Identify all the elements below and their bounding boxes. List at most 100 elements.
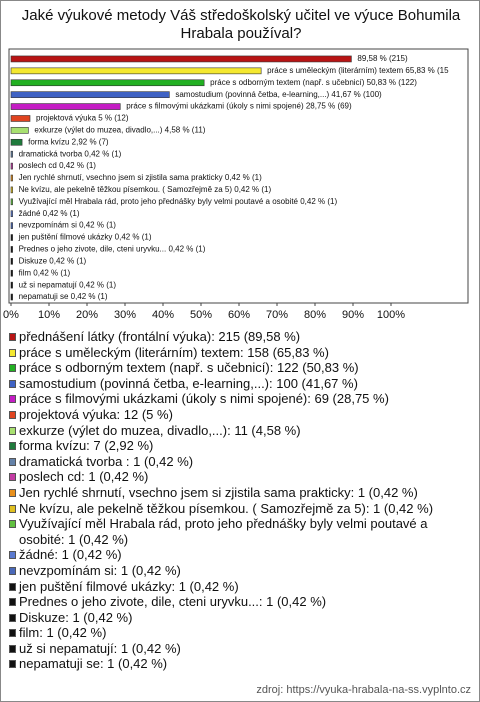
- legend-item: jen puštění filmové ukázky: 1 (0,42 %): [9, 579, 475, 595]
- bar-label: 89,58 % (215): [357, 54, 408, 63]
- legend-label: projektová výuka: 12 (5 %): [19, 406, 173, 422]
- legend-swatch: [9, 660, 16, 669]
- bar-label: už si nepamatují 0,42 % (1): [19, 280, 117, 289]
- legend-item: dramatická tvorba : 1 (0,42 %): [9, 454, 475, 470]
- legend-item: nevzpomínám si: 1 (0,42 %): [9, 563, 475, 579]
- legend-label: exkurze (výlet do muzea, divadlo,...): 1…: [19, 422, 301, 438]
- legend-swatch: [9, 504, 16, 513]
- legend-swatch: [9, 442, 16, 451]
- bar-label: samostudium (povinná četba, e-learning,.…: [175, 90, 382, 99]
- legend-label: forma kvízu: 7 (2,92 %): [19, 438, 154, 454]
- legend-swatch: [9, 520, 16, 529]
- bar-label: nepamatuji se 0,42 % (1): [19, 292, 108, 301]
- legend-item: film: 1 (0,42 %): [9, 625, 475, 641]
- bar: [10, 115, 31, 122]
- legend-swatch: [9, 426, 16, 435]
- bar: [10, 79, 205, 87]
- legend-swatch: [9, 333, 16, 341]
- legend-label: Ne kvízu, ale pekelně těžkou písemkou. (…: [19, 500, 434, 516]
- legend-label: práce s uměleckým (literárním) textem: 1…: [19, 344, 329, 360]
- legend-label: nepamatuji se: 1 (0,42 %): [19, 656, 168, 672]
- legend-swatch: [9, 457, 16, 466]
- x-tick-label: 80%: [304, 309, 326, 321]
- legend-item: přednášení látky (frontální výuka): 215 …: [9, 329, 475, 345]
- legend-swatch: [9, 598, 16, 607]
- bar: [10, 293, 13, 301]
- chart: 0% 10% 20% 30% 40% 50% 60% 70% 80% 90% 100% 89,58 %…: [3, 48, 469, 321]
- legend-swatch: [9, 395, 16, 404]
- chart-title: Jaké výukové metody Váš středoškolský uč…: [21, 7, 461, 42]
- bar: [10, 150, 13, 158]
- legend-label: Využívající měl Hrabala rád, proto jeho …: [19, 516, 428, 547]
- bar-label: exkurze (výlet do muzea, divadlo,...) 4,…: [34, 125, 205, 134]
- bar: [10, 103, 121, 110]
- bar-label: forma kvízu 2,92 % (7): [28, 137, 109, 146]
- x-tick-label: 70%: [266, 309, 288, 321]
- bar: [10, 55, 352, 63]
- legend-label: žádné: 1 (0,42 %): [19, 547, 122, 563]
- bar-label: Prednes o jeho zivote, dile, cteni uryvk…: [19, 245, 206, 254]
- legend-item: Jen rychlé shrnutí, vsechno jsem si zjis…: [9, 485, 475, 501]
- bar: [10, 198, 13, 206]
- bar-label: práce s odborným textem (např. s učebnic…: [210, 78, 417, 87]
- source: zdroj: https://vyuka-hrabala-na-ss.vypln…: [256, 684, 471, 696]
- legend-label: jen puštění filmové ukázky: 1 (0,42 %): [19, 578, 239, 594]
- x-tick-label: 50%: [190, 309, 212, 321]
- legend-label: Diskuze: 1 (0,42 %): [19, 609, 133, 625]
- legend-swatch: [9, 410, 16, 419]
- x-tick-label: 40%: [152, 309, 174, 321]
- legend-swatch: [9, 644, 16, 653]
- legend-item: práce s filmovými ukázkami (úkoly s nimi…: [9, 391, 475, 407]
- legend-label: přednášení látky (frontální výuka): 215 …: [19, 329, 301, 344]
- legend-swatch: [9, 566, 16, 575]
- bar: [10, 162, 13, 170]
- bar: [10, 91, 170, 98]
- legend-item: poslech cd: 1 (0,42 %): [9, 469, 475, 485]
- legend-item: Ne kvízu, ale pekelně těžkou písemkou. (…: [9, 501, 475, 517]
- bar-label: práce s filmovými ukázkami (úkoly s nimi…: [126, 102, 352, 111]
- legend-item: samostudium (povinná četba, e-learning,.…: [9, 376, 475, 392]
- legend-item: práce s uměleckým (literárním) textem: 1…: [9, 345, 475, 361]
- bar-label: práce s uměleckým (literárním) textem 65…: [267, 66, 449, 75]
- x-tick-label: 20%: [76, 309, 98, 321]
- bar-label: dramatická tvorba 0,42 % (1): [19, 149, 122, 158]
- legend-label: práce s filmovými ukázkami (úkoly s nimi…: [19, 391, 389, 407]
- legend-label: samostudium (povinná četba, e-learning,.…: [19, 375, 358, 391]
- legend-item: nepamatuji se: 1 (0,42 %): [9, 656, 475, 672]
- bar-label: Ne kvízu, ale pekelně těžkou písemkou. (…: [19, 185, 272, 194]
- x-tick-label: 30%: [114, 309, 136, 321]
- bar: [10, 210, 13, 218]
- legend-label: práce s odborným textem (např. s učebnic…: [19, 360, 359, 376]
- bar-label: Využívající měl Hrabala rád, proto jeho …: [19, 197, 338, 206]
- legend-swatch: [9, 379, 16, 388]
- legend-swatch: [9, 629, 16, 638]
- legend-swatch: [9, 613, 16, 622]
- legend-item: práce s odborným textem (např. s učebnic…: [9, 360, 475, 376]
- legend-swatch: [9, 551, 16, 560]
- bar: [10, 186, 13, 194]
- bar: [10, 234, 13, 241]
- legend-swatch: [9, 364, 16, 373]
- legend-label: film: 1 (0,42 %): [19, 625, 107, 641]
- legend-label: Prednes o jeho zivote, dile, cteni uryvk…: [19, 594, 327, 610]
- x-tick-label: 0%: [3, 309, 19, 321]
- bar: [10, 138, 23, 146]
- legend-label: Jen rychlé shrnutí, vsechno jsem si zjis…: [19, 484, 418, 500]
- bar-label: film 0,42 % (1): [19, 268, 71, 277]
- bar-label: žádné 0,42 % (1): [19, 209, 80, 218]
- legend-swatch: [9, 488, 16, 497]
- bar: [10, 222, 13, 229]
- bar: [10, 258, 13, 265]
- legend-label: poslech cd: 1 (0,42 %): [19, 469, 149, 485]
- bar-label: projektová výuka 5 % (12): [36, 114, 129, 123]
- bar: [10, 246, 13, 253]
- legend-swatch: [9, 348, 16, 357]
- legend-item: projektová výuka: 12 (5 %): [9, 407, 475, 423]
- bar: [10, 174, 13, 182]
- bar-label: poslech cd 0,42 % (1): [19, 161, 97, 170]
- legend-swatch: [9, 473, 16, 482]
- x-tick-label: 90%: [342, 309, 364, 321]
- bar-label: jen puštění filmové ukázky 0,42 % (1): [18, 233, 152, 242]
- legend-label: už si nepamatují: 1 (0,42 %): [19, 640, 181, 656]
- legend-label: dramatická tvorba : 1 (0,42 %): [19, 453, 194, 469]
